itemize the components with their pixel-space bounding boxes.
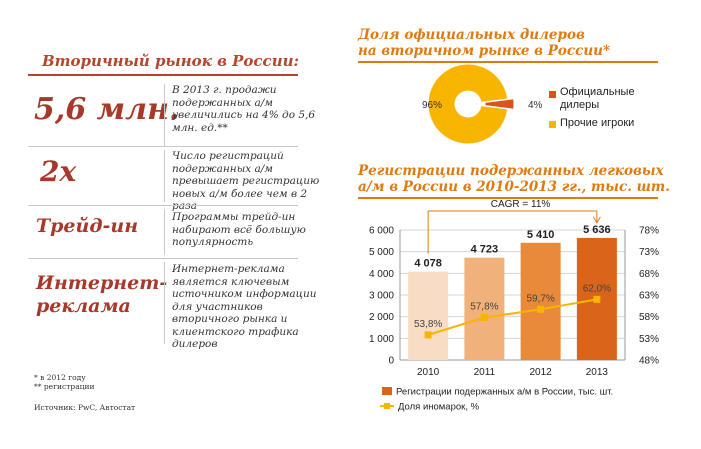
cagr-bracket: [427, 210, 598, 254]
legend-swatch-dealers: [549, 91, 556, 98]
y-tick-label: 1 000: [369, 334, 394, 345]
y2-tick-label: 48%: [639, 356, 659, 367]
share-line: [427, 298, 598, 336]
stat-value-sales: 5,6 млн.: [34, 92, 180, 127]
line-value-label: 62,0%: [583, 283, 611, 294]
row-separator: [164, 84, 165, 146]
line-point: [424, 331, 432, 339]
cagr-arrowhead: [592, 216, 601, 224]
stat-value-internet: Интернет- реклама: [36, 272, 167, 318]
x-tick-label: 2012: [530, 367, 553, 378]
y-tick-label: 5 000: [369, 247, 394, 258]
y2-tick-label: 53%: [639, 334, 659, 345]
legend-label-dealers-line: дилеры: [560, 99, 600, 111]
legend-swatch-others: [549, 121, 556, 128]
cagr-label: CAGR = 11%: [491, 199, 551, 210]
legend-label-dealers: Официальные дилеры: [560, 86, 635, 112]
source-note: Источник: PwC, Автостат: [34, 403, 136, 412]
legend-label-dealers-line: Официальные: [560, 86, 635, 98]
y-tick-label: 6 000: [369, 226, 394, 237]
bar-value-label: 4 078: [414, 258, 442, 270]
row-divider: [28, 205, 298, 206]
legend-label-others: Прочие игроки: [560, 117, 635, 129]
line-group: 53,8% 57,8% 59,7% 62,0%: [414, 283, 611, 339]
legend-marker-share: [384, 403, 390, 409]
donut-title-underline: [358, 61, 658, 63]
line-value-label: 57,8%: [470, 302, 498, 313]
y-tick-label: 0: [388, 356, 394, 367]
legend-label-share: Доля иномарок, %: [398, 402, 480, 413]
donut-label-dealers: 4%: [528, 100, 543, 111]
stat-desc-sales: В 2013 г. продажи подержанных а/м увелич…: [172, 84, 316, 134]
y2-tick-label: 78%: [639, 226, 659, 237]
legend-swatch-bars: [382, 387, 392, 395]
legend-label-bars: Регистрации подержанных а/м в России, ты…: [396, 387, 613, 398]
row-divider: [28, 146, 298, 147]
footnote-2: ** регистрации: [34, 382, 95, 391]
left-panel-title: Вторичный рынок в России:: [42, 52, 300, 70]
stat-desc-tradein: Программы трейд-ин набирают всё большую …: [172, 211, 306, 248]
line-value-label: 53,8%: [414, 319, 442, 330]
x-tick-label: 2011: [474, 367, 496, 378]
bar-value-label: 5 636: [583, 224, 611, 236]
bar-line-chart: 0 1 000 2 000 3 000 4 000 5 000 6 000 48% 53% 58%…: [369, 199, 659, 413]
y-tick-label: 2 000: [369, 312, 394, 323]
y2-tick-label: 73%: [639, 247, 659, 258]
x-tick-label: 2013: [586, 367, 609, 378]
x-tick-label: 2010: [417, 367, 440, 378]
title-divider: [28, 74, 298, 76]
bars-group: 4 078 2010 4 723 2011 5 410 2012 5 636 2013: [408, 224, 617, 378]
y2-tick-label: 63%: [639, 291, 659, 302]
stat-desc-ratio: Число регистраций подержанных а/м превыш…: [172, 150, 320, 212]
row-separator: [164, 150, 165, 202]
row-separator: [164, 209, 165, 255]
bar: [464, 257, 505, 360]
footnote-1: * в 2012 году: [34, 373, 86, 382]
stat-value-internet-line1: Интернет-: [36, 272, 168, 294]
bar: [408, 271, 449, 360]
bar-chart-title-line1: Регистрации подержанных легковых: [358, 163, 664, 179]
y-tick-label: 3 000: [369, 291, 394, 302]
bar-value-label: 4 723: [471, 244, 499, 256]
line-point: [537, 305, 545, 313]
donut-label-others: 96%: [422, 100, 442, 111]
stat-value-ratio: 2х: [40, 155, 77, 188]
y-tick-label: 4 000: [369, 269, 394, 280]
bar-chart-title-line2: а/м в России в 2010-2013 гг., тыс. шт.: [358, 179, 670, 195]
donut-slice-others: [427, 63, 509, 145]
row-divider: [28, 258, 298, 259]
cagr-annotation: CAGR = 11%: [427, 199, 601, 254]
bar-title-underline: [358, 197, 658, 199]
line-point: [593, 295, 601, 303]
donut-slice-dealers: [484, 98, 515, 110]
donut-title-line1: Доля официальных дилеров: [358, 27, 585, 43]
bar: [520, 242, 561, 360]
bar-value-label: 5 410: [527, 229, 555, 241]
line-point: [480, 314, 488, 322]
donut-title-line2: на вторичном рынке в России*: [358, 43, 611, 59]
stat-desc-internet: Интернет-реклама является ключевым источ…: [172, 263, 317, 350]
donut-title: Доля официальных дилеров на вторичном ры…: [358, 27, 610, 59]
donut-chart: 96% 4%: [422, 63, 543, 145]
y2-tick-label: 58%: [639, 312, 659, 323]
bar-chart-title: Регистрации подержанных легковых а/м в Р…: [358, 163, 670, 195]
stat-value-tradein: Трейд-ин: [36, 215, 139, 237]
y2-tick-label: 68%: [639, 269, 659, 280]
chart-legend: Регистрации подержанных а/м в России, ты…: [380, 387, 613, 413]
row-separator: [164, 262, 165, 344]
stat-value-internet-line2: реклама: [36, 295, 131, 317]
line-value-label: 59,7%: [526, 293, 554, 304]
